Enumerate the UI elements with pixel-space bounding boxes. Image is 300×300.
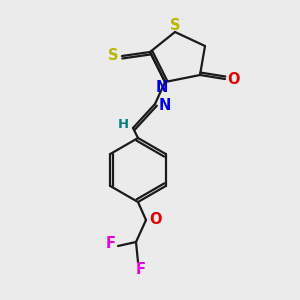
Text: O: O (228, 71, 240, 86)
Text: N: N (156, 80, 168, 94)
Text: F: F (106, 236, 116, 251)
Text: N: N (159, 98, 171, 113)
Text: S: S (108, 49, 118, 64)
Text: S: S (170, 17, 180, 32)
Text: H: H (117, 118, 129, 130)
Text: O: O (150, 212, 162, 226)
Text: F: F (136, 262, 146, 277)
